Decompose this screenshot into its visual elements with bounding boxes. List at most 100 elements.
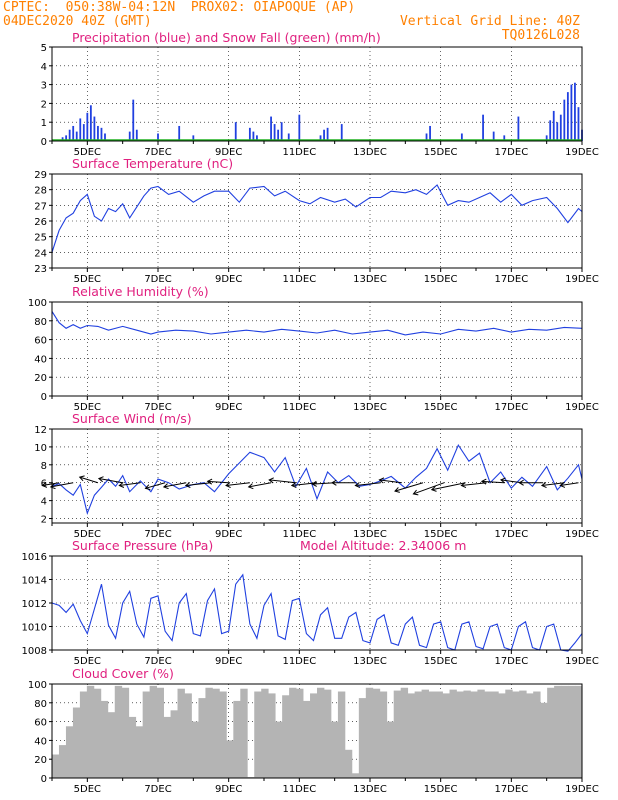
panel-6: 0 20 40 60 80 100 5DEC 7DEC 9DEC 11DEC 13DEC 15DEC 1… [28,666,599,795]
y-tick-label: 0 [41,137,47,148]
x-tick-label: 5DEC [74,529,101,540]
x-tick-label: 17DEC [494,147,528,158]
series-line [51,311,583,336]
x-tick-label: 19DEC [565,656,599,667]
cloud-bar [114,685,123,778]
y-tick-label: 23 [34,264,47,275]
precip-bar [65,135,68,141]
cloud-bar [512,691,520,778]
model-altitude: Model Altitude: 2.34006 m [300,538,466,553]
wind-arrowhead [268,477,274,484]
x-tick-label: 17DEC [494,656,528,667]
panel-3: 0 20 40 60 80 100 5DEC 7DEC 9DEC 11DEC 13DEC 15DEC 1… [28,284,599,413]
y-tick-label: 5 [41,43,47,54]
x-tick-label: 7DEC [144,147,171,158]
precip-bar [323,129,325,141]
precip-bar [192,135,195,141]
precip-bar [482,114,484,141]
y-tick-label: 2 [41,515,47,526]
cloud-bar [505,689,513,778]
x-tick-label: 19DEC [565,784,599,795]
cloud-bar [491,691,499,778]
x-tick-label: 15DEC [424,656,458,667]
cloud-bar [254,691,262,778]
cloud-bar [310,693,318,778]
precip-bar [82,124,85,141]
wind-vector [50,482,74,488]
y-tick-label: 0 [41,392,47,403]
y-tick-label: 8 [41,461,47,472]
y-tick-label: 100 [28,680,47,691]
y-tick-label: 100 [28,298,47,309]
precip-bar [86,112,89,141]
cloud-bar [575,685,583,778]
wind-vector [312,482,335,485]
x-tick-label: 11DEC [282,402,316,413]
series-line [51,573,583,652]
precip-bar [61,137,64,141]
wind-arrowhead [480,478,487,485]
y-tick-label: 3 [41,81,47,92]
precip-bar [559,114,562,141]
wind-vector [226,482,250,487]
cloud-bar [128,716,137,778]
precip-bar [570,84,573,141]
cloud-bar [219,691,227,778]
x-tick-label: 17DEC [494,274,528,285]
x-tick-label: 17DEC [494,784,528,795]
precip-bar [556,122,559,141]
x-tick-label: 15DEC [424,784,458,795]
wind-arrowhead [97,476,104,483]
wind-arrowhead [225,482,231,489]
wind-vector [42,482,60,487]
plot-frame [51,301,583,397]
precip-bar [75,131,78,141]
plot-frame [51,46,583,142]
cloud-bar [519,690,527,778]
precip-bar [104,133,106,141]
cloud-bar [184,693,192,778]
wind-arrowhead [311,480,317,487]
cloud-bar [540,702,548,778]
cloud-bar [463,690,471,778]
wind-arrowhead [247,483,254,490]
cloud-bar [100,700,109,778]
cloud-bar [86,685,95,778]
cloud-bar [442,693,450,778]
wind-vector [145,482,166,489]
x-tick-label: 9DEC [215,656,242,667]
precip-bar [545,135,548,141]
header-grid-line: Vertical Grid Line: 40Z [399,14,580,29]
x-tick-label: 11DEC [282,784,316,795]
precip-bar [340,124,343,141]
cloud-bar [282,695,290,778]
y-tick-label: 4 [41,497,47,508]
precip-bar [157,133,159,141]
wind-arrowhead [290,482,297,489]
cloud-bar [456,691,464,778]
wind-arrowhead [162,483,169,490]
wind-vector [98,478,123,484]
panel-4: 2 4 6 8 10 12 5DEC 7DEC 9DEC 11DEC 13DEC 15DEC 17DEC… [34,411,599,540]
cloud-bar [198,698,206,778]
wind-vector [119,482,141,487]
panel-title: Surface Pressure (hPa) [72,538,213,553]
cloud-bar [393,690,402,778]
x-tick-label: 9DEC [215,402,242,413]
precip-bar [72,125,75,141]
cloud-bar [93,688,102,778]
wind-vector [207,480,229,484]
precip-bar [326,127,329,141]
cloud-bar [372,688,381,778]
x-tick-label: 5DEC [74,274,101,285]
x-tick-label: 19DEC [565,274,599,285]
panel-title: Precipitation (blue) and Snow Fall (gree… [72,30,381,45]
wind-arrowhead [378,477,385,484]
cloud-bar [135,726,144,778]
precip-bar [460,133,463,141]
y-tick-label: 28 [34,186,47,197]
wind-vector [163,482,187,488]
wind-vector [431,482,466,491]
cloud-bar [121,687,130,778]
